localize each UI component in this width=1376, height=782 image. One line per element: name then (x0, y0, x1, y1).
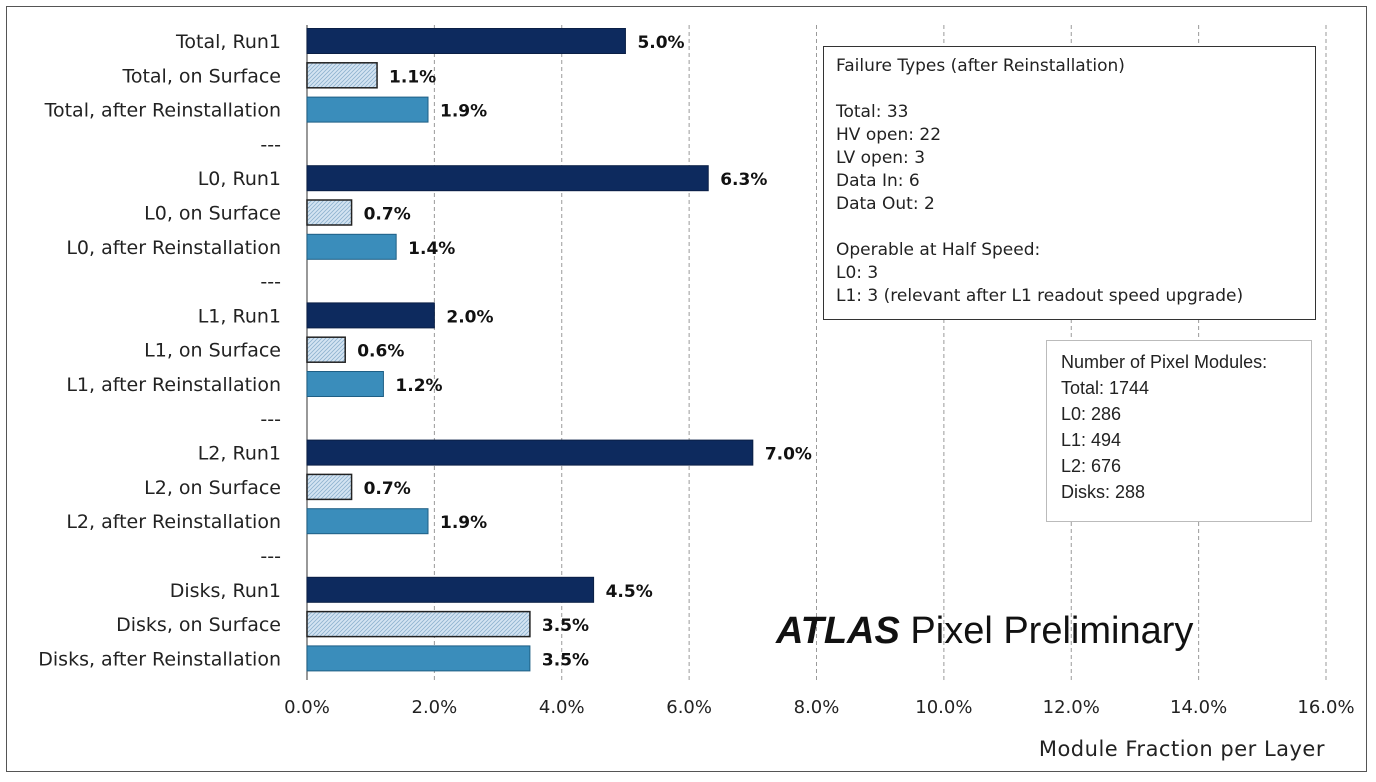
bar-run1 (306, 576, 595, 603)
x-tick-label: 6.0% (666, 697, 712, 718)
category-label: --- (260, 408, 281, 430)
x-tick-label: 2.0% (412, 697, 458, 718)
category-label: L2, after Reinstallation (66, 511, 281, 533)
category-label: L0, on Surface (144, 203, 281, 225)
modules-box-title: Number of Pixel Modules: (1061, 352, 1268, 372)
category-label: Total, after Reinstallation (44, 100, 281, 122)
bar-run1 (306, 165, 709, 192)
data-label: 0.7% (364, 205, 411, 225)
data-label: 5.0% (637, 33, 684, 53)
failure-line: Total: 33 (836, 102, 909, 122)
data-label: 1.9% (440, 102, 487, 122)
data-label: 4.5% (606, 582, 653, 602)
data-label: 2.0% (446, 307, 493, 327)
category-labels: Total, Run1 Total, on Surface Total, after… (38, 31, 281, 670)
x-tick-label: 14.0% (1170, 697, 1227, 718)
atlas-preliminary-label: ATLAS Pixel Preliminary (776, 610, 1193, 653)
data-label: 0.6% (357, 342, 404, 362)
bar-reinstall (306, 508, 429, 535)
x-tick-label: 10.0% (915, 697, 972, 718)
data-label: 7.0% (765, 445, 812, 465)
category-label: L1, on Surface (144, 340, 281, 362)
bar-reinstall (306, 233, 397, 260)
modules-line: L2: 676 (1061, 456, 1122, 476)
failure-line: HV open: 22 (836, 125, 942, 145)
bar-run1 (306, 28, 626, 54)
modules-line: Total: 1744 (1061, 378, 1150, 398)
pixel-modules-box: Number of Pixel Modules: Total: 1744 L0:… (1046, 340, 1312, 522)
category-label: L2, on Surface (144, 477, 281, 499)
x-tick-label: 12.0% (1043, 697, 1100, 718)
category-label: L0, Run1 (198, 168, 281, 190)
x-tick-label: 0.0% (284, 697, 330, 718)
bar-run1 (306, 302, 435, 329)
category-label: L1, after Reinstallation (66, 374, 281, 396)
bar-surface (306, 62, 378, 89)
data-label: 1.2% (395, 376, 442, 396)
data-label: 1.4% (408, 239, 455, 259)
half-speed-line: Operable at Half Speed: (836, 240, 1041, 260)
category-label: --- (260, 271, 281, 293)
category-label: L0, after Reinstallation (66, 237, 281, 259)
modules-line: L0: 286 (1061, 404, 1122, 424)
failure-line: Data In: 6 (836, 171, 920, 191)
failure-line: Data Out: 2 (836, 194, 935, 214)
category-label: --- (260, 134, 281, 156)
atlas-word: ATLAS (776, 610, 900, 652)
failure-types-box: Failure Types (after Reinstallation) Tot… (823, 46, 1316, 320)
x-axis-title: Module Fraction per Layer (1039, 737, 1325, 761)
category-label: Disks, Run1 (170, 580, 281, 602)
x-tick-label: 8.0% (794, 697, 840, 718)
bar-surface (306, 473, 353, 501)
data-label: 1.1% (389, 67, 436, 87)
pixel-preliminary-text: Pixel Preliminary (899, 610, 1194, 652)
bar-reinstall (306, 371, 384, 397)
x-tick-labels: 0.0% 2.0% 4.0% 6.0% 8.0% 10.0% 12.0% 14.0% 16.0% (284, 697, 1354, 718)
data-labels: 5.0%1.1%1.9%6.3%0.7%1.4%2.0%0.6%1.2%7.0%… (357, 33, 812, 670)
category-label: Total, on Surface (121, 65, 281, 87)
bar-surface (306, 199, 353, 226)
half-speed-line: L1: 3 (relevant after L1 readout speed u… (836, 286, 1244, 306)
half-speed-line: L0: 3 (836, 263, 879, 283)
bar-surface (306, 336, 346, 363)
category-label: Disks, after Reinstallation (38, 648, 281, 670)
modules-line: Disks: 288 (1061, 482, 1146, 502)
category-label: --- (260, 546, 281, 568)
bar-reinstall (306, 96, 429, 123)
bars (306, 28, 754, 672)
failure-box-title: Failure Types (after Reinstallation) (836, 56, 1125, 76)
modules-line: L1: 494 (1061, 430, 1122, 450)
data-label: 6.3% (720, 170, 767, 190)
x-tick-label: 16.0% (1297, 697, 1354, 718)
data-label: 0.7% (364, 479, 411, 499)
category-label: Total, Run1 (175, 31, 281, 53)
failure-line: LV open: 3 (836, 148, 926, 168)
bar-surface (306, 610, 531, 638)
bar-reinstall (306, 645, 531, 672)
bar-run1 (306, 439, 754, 466)
chart-frame (6, 6, 1367, 772)
data-label: 3.5% (542, 650, 589, 670)
category-label: Disks, on Surface (116, 614, 281, 636)
category-label: L1, Run1 (198, 305, 281, 327)
data-label: 3.5% (542, 616, 589, 636)
x-tick-label: 4.0% (539, 697, 585, 718)
category-label: L2, Run1 (198, 443, 281, 465)
data-label: 1.9% (440, 513, 487, 533)
